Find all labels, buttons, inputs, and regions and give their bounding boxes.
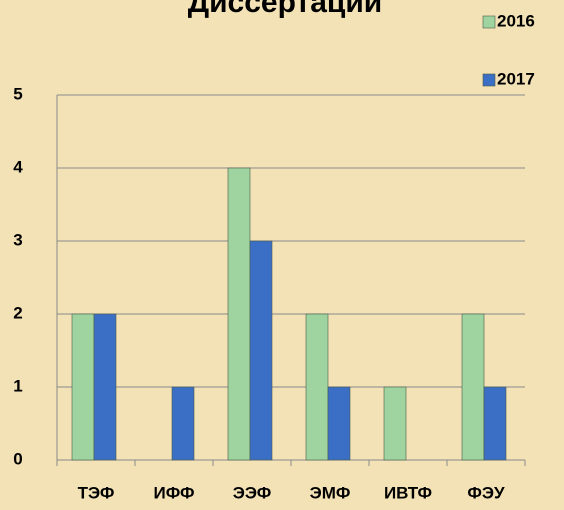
x-tick-label: ФЭУ — [467, 483, 505, 502]
y-tick-label: 3 — [13, 230, 22, 249]
bar — [171, 386, 195, 461]
bar — [249, 240, 273, 461]
y-tick-label: 4 — [13, 157, 23, 176]
bar — [461, 313, 485, 461]
x-tick-label: ИВТФ — [384, 483, 432, 502]
chart-title: Диссертации — [188, 0, 383, 19]
y-tick-label: 5 — [13, 84, 22, 103]
bar — [71, 313, 95, 461]
y-tick-label: 1 — [13, 376, 22, 395]
y-tick-label: 0 — [13, 449, 22, 468]
y-tick-label: 2 — [13, 303, 22, 322]
x-tick-label: ИФФ — [153, 483, 194, 502]
legend-label: 2017 — [497, 69, 535, 88]
bar — [93, 313, 117, 461]
x-tick-label: ЭМФ — [310, 483, 351, 502]
legend-swatch — [482, 15, 496, 29]
bar — [327, 386, 351, 461]
bar — [305, 313, 329, 461]
x-tick-label: ЭЭФ — [233, 483, 271, 502]
bar — [483, 386, 507, 461]
legend-label: 2016 — [497, 11, 535, 30]
x-tick-label: ТЭФ — [78, 483, 115, 502]
bar — [227, 167, 251, 461]
bar — [383, 386, 407, 461]
legend-swatch — [482, 73, 496, 87]
